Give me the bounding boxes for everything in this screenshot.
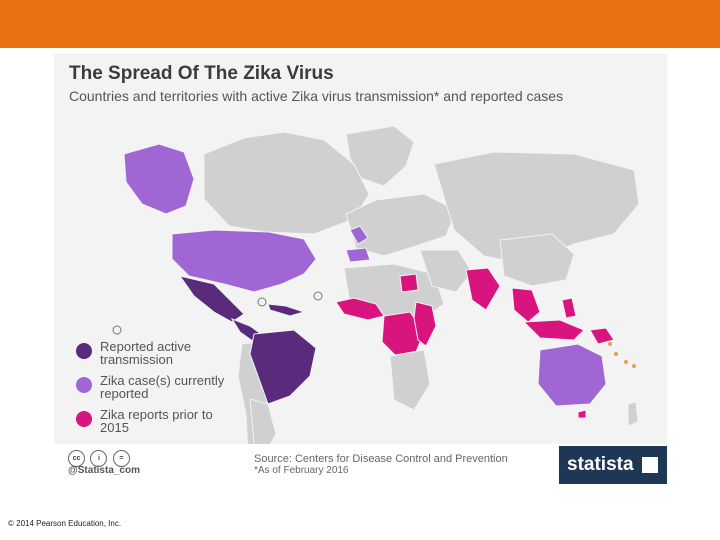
region-australia <box>537 343 607 407</box>
region-spain-portugal <box>345 247 371 263</box>
legend-swatch-active <box>76 343 92 359</box>
island-callout-marker <box>112 325 122 335</box>
pacific-island-marker <box>614 352 618 356</box>
legend-item-prior: Zika reports prior to 2015 <box>76 408 230 438</box>
world-map <box>112 125 640 457</box>
region-southern-cone <box>249 398 277 453</box>
legend-label-prior: Zika reports prior to 2015 <box>100 407 213 435</box>
footnote: *As of February 2016 <box>254 465 349 476</box>
map-subtitle: Countries and territories with active Zi… <box>69 88 564 104</box>
map-legend: Reported active transmission Zika case(s… <box>76 340 230 442</box>
map-title: The Spread Of The Zika Virus <box>69 63 334 84</box>
brand-panel: statista <box>559 446 667 484</box>
legend-swatch-current <box>76 377 92 393</box>
header-bar <box>0 0 720 48</box>
region-india <box>465 267 501 311</box>
infographic-card: The Spread Of The Zika Virus Countries a… <box>54 54 667 484</box>
slide-copyright: © 2014 Pearson Education, Inc. <box>8 519 122 528</box>
license-icons: cc i = <box>68 447 131 467</box>
region-russia-asia <box>433 151 640 265</box>
region-china <box>499 233 575 287</box>
no-derivatives-icon: = <box>112 450 130 467</box>
creative-commons-icon: cc <box>68 450 85 467</box>
region-caribbean <box>267 303 306 317</box>
region-papua <box>589 327 615 345</box>
region-middle-east <box>419 249 473 293</box>
region-southern-africa <box>389 349 431 411</box>
region-greenland <box>345 125 415 187</box>
island-callout-marker <box>257 297 267 307</box>
region-egypt <box>399 273 419 293</box>
statista-handle: @Statista_com <box>68 465 140 476</box>
legend-label-active: Reported active transmission <box>100 339 192 367</box>
pacific-island-marker <box>632 364 636 368</box>
legend-item-current: Zika case(s) currently reported <box>76 374 230 404</box>
pacific-island-marker <box>624 360 628 364</box>
attribution-icon: i <box>90 450 108 467</box>
brand-wordmark: statista <box>567 454 634 475</box>
pacific-island-marker <box>608 342 612 346</box>
legend-label-current: Zika case(s) currently reported <box>100 373 225 401</box>
region-new-zealand <box>627 401 639 427</box>
region-mexico <box>178 275 245 323</box>
legend-swatch-prior <box>76 411 92 427</box>
region-east-africa <box>413 301 437 347</box>
statista-logo-icon <box>642 457 658 473</box>
region-tasmania <box>577 409 587 419</box>
island-callout-marker <box>313 291 323 301</box>
region-canada <box>203 131 370 235</box>
region-philippines <box>561 297 577 319</box>
legend-item-active: Reported active transmission <box>76 340 230 370</box>
region-indonesia <box>522 319 585 341</box>
region-brazil <box>249 329 317 405</box>
region-usa <box>171 229 317 293</box>
region-southeast-asia <box>511 287 541 323</box>
region-alaska <box>123 143 195 215</box>
region-france <box>349 225 369 245</box>
source-note: Source: Centers for Disease Control and … <box>254 453 508 465</box>
